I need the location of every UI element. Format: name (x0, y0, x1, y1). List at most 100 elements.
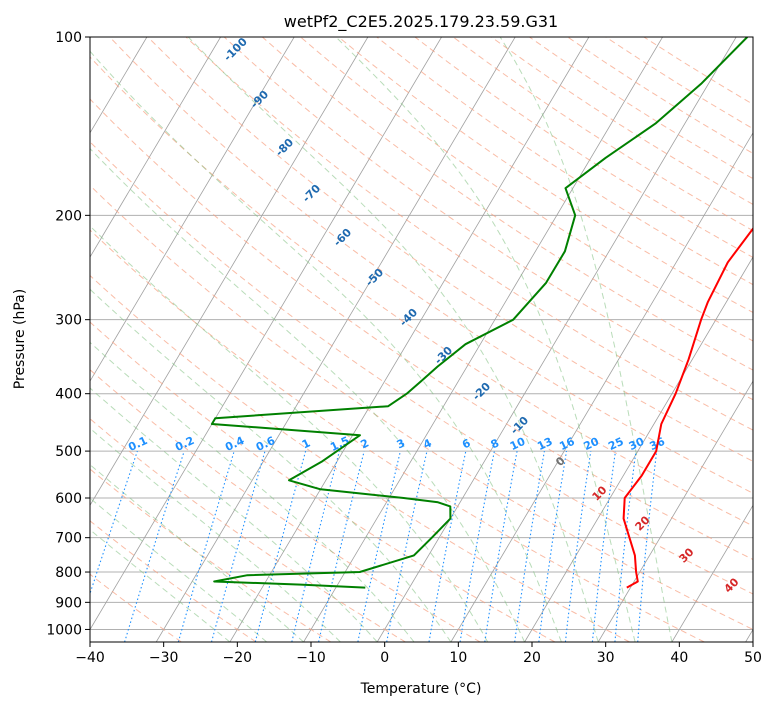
x-tick-label: −10 (296, 650, 326, 666)
dewpoint-profile (210, 37, 749, 589)
mixing-ratio-label: 8 (489, 436, 501, 451)
plot-frame (89, 36, 754, 643)
chart-title: wetPf2_C2E5.2025.179.23.59.G31 (284, 12, 558, 32)
x-tick-label: 50 (744, 650, 762, 666)
dry-adiabat-line (338, 37, 753, 314)
moist-adiabat-line (90, 463, 304, 642)
isotherm-line (229, 37, 590, 642)
y-tick-label: 400 (55, 387, 82, 403)
dry-adiabat-label: -20 (470, 380, 493, 403)
mixing-ratio-line (124, 450, 185, 642)
mixing-ratio-line (177, 450, 235, 642)
dry-adiabat-label: -70 (300, 182, 323, 205)
profiles (210, 37, 753, 589)
mixing-ratio-line (90, 450, 138, 596)
mixing-ratio-line (386, 450, 428, 642)
dry-adiabat-line (90, 56, 753, 527)
dry-adiabat-label: 30 (677, 545, 697, 565)
dry-adiabat-line (414, 37, 753, 258)
dry-adiabat-label: 20 (633, 513, 653, 533)
moist-adiabat-line (90, 288, 452, 642)
x-tick-label: −40 (75, 650, 105, 666)
mixing-ratio-label: 4 (421, 436, 434, 451)
moist-adiabat-line (90, 387, 378, 642)
mixing-ratio-line (614, 451, 637, 642)
dry-adiabat-line (300, 37, 753, 342)
dry-adiabat-line (109, 37, 753, 494)
mixing-ratio-line (564, 451, 592, 642)
temperature-profile (622, 226, 753, 589)
mixing-ratio-label: 13 (535, 435, 554, 453)
isotherm-line (597, 380, 753, 642)
moist-adiabat-line (90, 50, 562, 642)
y-tick-label: 1000 (46, 622, 82, 638)
dry-adiabat-label: 40 (722, 575, 742, 595)
moist-adiabat-line (499, 37, 673, 642)
dry-adiabat-label: -90 (248, 88, 271, 111)
mixing-ratio-label: 1 (300, 436, 312, 451)
dry-adiabat-line (452, 37, 753, 232)
dry-adiabat-line (90, 369, 481, 642)
x-tick-label: 40 (670, 650, 688, 666)
mixing-ratio-label: 30 (627, 435, 647, 453)
dry-adiabat-label: -40 (397, 306, 420, 329)
dry-adiabat-line (90, 229, 705, 642)
y-tick-label: 300 (55, 313, 82, 329)
y-tick-label: 500 (55, 444, 82, 460)
x-tick-label: 10 (449, 650, 467, 666)
dry-adiabat-label: -50 (363, 266, 386, 289)
mixing-ratio-label: 25 (606, 435, 625, 453)
mixing-ratio-line (514, 451, 545, 642)
mixing-ratio-line (291, 450, 340, 642)
isotherm-line (524, 256, 753, 642)
axes: −40 −30 −20 −10 0 10 20 30 40 50 100 200 300 400 500 60… (46, 30, 762, 666)
mixing-ratio-line (637, 451, 658, 642)
y-tick-label: 700 (55, 531, 82, 547)
dry-adiabat-line (90, 573, 182, 642)
dry-adiabat-line (643, 37, 753, 105)
mixing-ratio-label: 2 (358, 436, 370, 451)
y-tick-label: 800 (55, 565, 82, 581)
dry-adiabat-line (90, 520, 257, 642)
dry-adiabat-label: -100 (221, 35, 250, 64)
dry-adiabat-label: -60 (331, 226, 354, 249)
y-tick-label: 600 (55, 491, 82, 507)
dry-adiabat-label: -80 (273, 136, 296, 159)
mixing-ratio-label: 10 (508, 435, 528, 453)
x-axis-label: Temperature (°C) (360, 681, 482, 697)
isotherm-line (303, 37, 663, 642)
isotherm-line (376, 37, 737, 642)
isotherm-line (90, 37, 369, 507)
dry-adiabat-label: 10 (590, 483, 610, 503)
x-tick-label: 0 (380, 650, 389, 666)
moist-adiabat-line (335, 37, 636, 642)
x-tick-label: 20 (523, 650, 541, 666)
x-tick-label: −30 (149, 650, 179, 666)
moist-adiabat-line (90, 341, 415, 642)
mixing-ratio-line (357, 450, 401, 642)
isotherm-line (450, 132, 753, 642)
y-axis-label: Pressure (hPa) (12, 289, 28, 389)
moist-adiabat-line (90, 427, 341, 642)
dry-adiabat-line (90, 321, 556, 642)
moist-adiabat-line (90, 497, 268, 642)
y-tick-label: 200 (55, 208, 82, 224)
y-tick-label: 100 (55, 30, 82, 46)
x-tick-label: −20 (223, 650, 253, 666)
mixing-ratio-line (210, 450, 266, 642)
y-tick-label: 900 (55, 595, 82, 611)
dry-adiabat-line (90, 274, 630, 642)
mixing-ratio-line (318, 450, 365, 642)
dry-adiabat-line (147, 37, 753, 462)
mixing-ratio-line (428, 450, 467, 642)
mixing-ratio-label: 3 (395, 436, 407, 451)
dry-adiabat-line (376, 37, 753, 286)
background-lines: 0.1 0.2 0.4 0.6 1 1.5 2 3 4 6 8 10 13 16 20 25 30 36-100-… (90, 35, 753, 642)
x-tick-label: 30 (597, 650, 615, 666)
mixing-ratio-label: 20 (582, 435, 602, 453)
dry-adiabat-line (90, 418, 406, 642)
dry-adiabat-line (567, 37, 753, 155)
moist-adiabat-line (90, 147, 526, 642)
